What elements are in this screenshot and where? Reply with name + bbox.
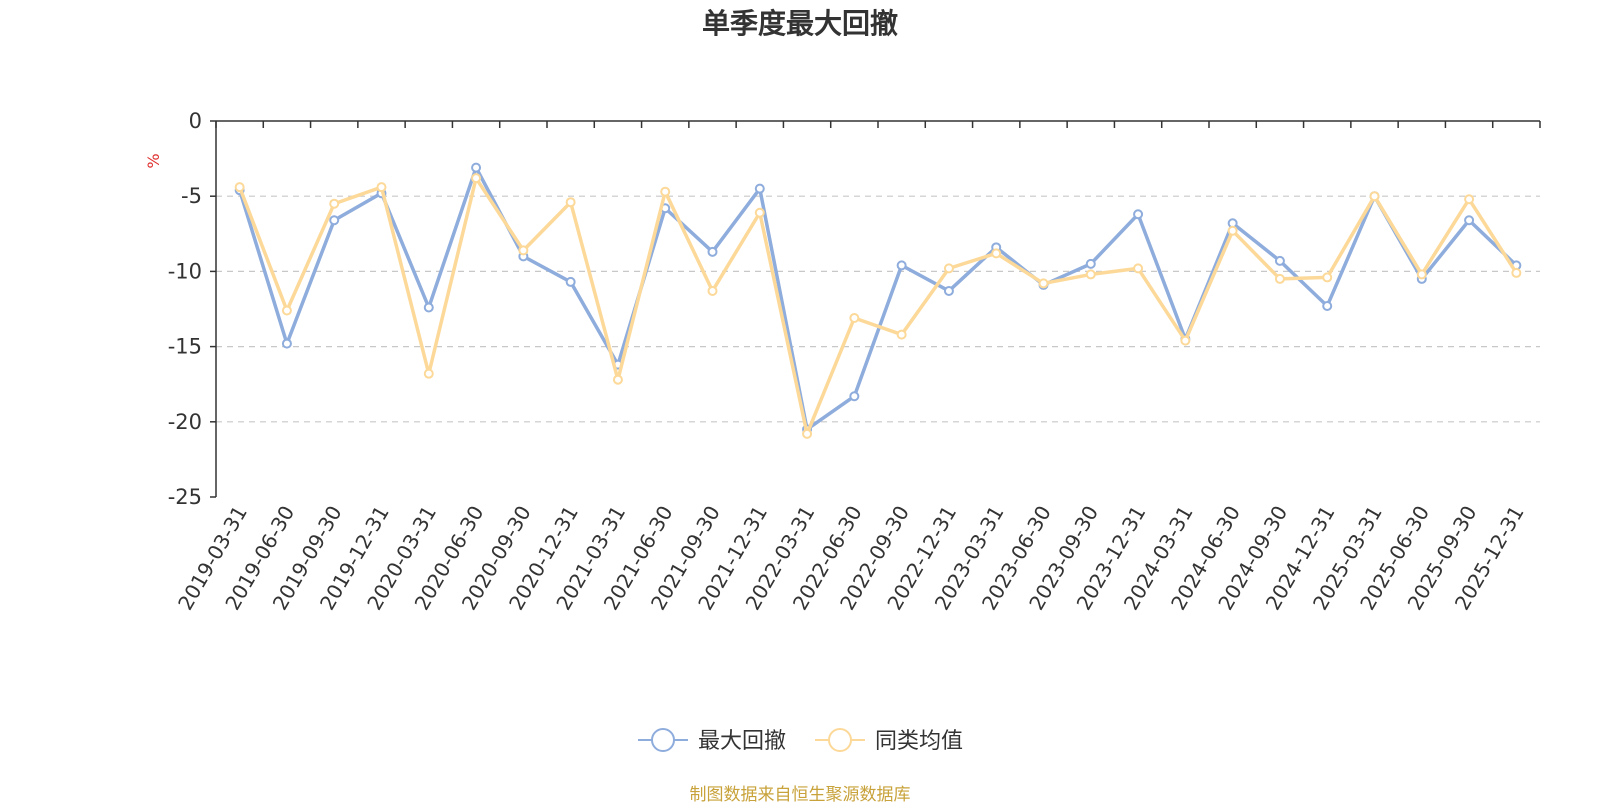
data-point[interactable] (612, 374, 623, 385)
axes: 0-5-10-15-20-252019-03-312019-06-302019-… (168, 109, 1541, 614)
data-point[interactable] (754, 183, 765, 194)
data-point[interactable] (943, 285, 954, 296)
data-point[interactable] (1416, 269, 1427, 280)
data-point[interactable] (1133, 263, 1144, 274)
series-line (238, 176, 1518, 436)
data-point[interactable] (281, 305, 292, 316)
data-point[interactable] (849, 313, 860, 324)
data-point[interactable] (329, 198, 340, 209)
series-lines (234, 162, 1522, 439)
legend-label: 同类均值 (875, 729, 963, 754)
data-point[interactable] (1322, 272, 1333, 283)
data-point[interactable] (1464, 215, 1475, 226)
data-point[interactable] (376, 182, 387, 193)
data-point[interactable] (423, 302, 434, 313)
data-point[interactable] (471, 162, 482, 173)
data-point[interactable] (991, 248, 1002, 259)
data-point[interactable] (329, 215, 340, 226)
y-tick-label: 0 (189, 109, 202, 133)
data-point[interactable] (281, 338, 292, 349)
data-point[interactable] (1085, 258, 1096, 269)
data-point[interactable] (896, 260, 907, 271)
data-point[interactable] (1274, 255, 1285, 266)
data-point[interactable] (943, 263, 954, 274)
y-tick-label: -5 (181, 184, 202, 208)
data-point[interactable] (565, 197, 576, 208)
legend-item-series-1[interactable]: 最大回撤 (638, 728, 786, 754)
chart-title: 单季度最大回撤 (701, 7, 898, 40)
data-point[interactable] (1369, 191, 1380, 202)
data-point[interactable] (565, 276, 576, 287)
data-point[interactable] (1322, 300, 1333, 311)
data-point[interactable] (849, 391, 860, 402)
data-point[interactable] (1227, 225, 1238, 236)
legend-marker-icon (828, 728, 852, 752)
legend-item-series-2[interactable]: 同类均值 (815, 728, 963, 754)
y-tick-label: -15 (168, 335, 202, 359)
y-tick-label: -10 (168, 259, 202, 283)
data-point[interactable] (896, 329, 907, 340)
data-point[interactable] (707, 246, 718, 257)
series-2 (234, 173, 1522, 439)
source-footer: 制图数据来自恒生聚源数据库 (689, 785, 911, 805)
data-point[interactable] (1464, 194, 1475, 205)
y-unit-label: % (144, 153, 163, 168)
data-point[interactable] (802, 428, 813, 439)
data-point[interactable] (423, 368, 434, 379)
data-point[interactable] (660, 186, 671, 197)
series-1 (234, 162, 1522, 435)
data-point[interactable] (1038, 278, 1049, 289)
data-point[interactable] (754, 207, 765, 218)
data-point[interactable] (518, 245, 529, 256)
data-point[interactable] (1085, 269, 1096, 280)
y-tick-label: -25 (168, 485, 202, 509)
data-point[interactable] (707, 285, 718, 296)
series-line (237, 165, 1518, 432)
legend-marker-icon (651, 728, 675, 752)
legend[interactable]: 最大回撤 同类均值 (638, 728, 963, 754)
legend-label: 最大回撤 (698, 729, 786, 754)
data-point[interactable] (1133, 209, 1144, 220)
data-point[interactable] (234, 182, 245, 193)
data-point[interactable] (1180, 335, 1191, 346)
grid-lines (216, 195, 1540, 423)
y-tick-label: -20 (168, 410, 202, 434)
data-point[interactable] (471, 173, 482, 184)
data-point[interactable] (1511, 267, 1522, 278)
data-point[interactable] (1274, 273, 1285, 284)
